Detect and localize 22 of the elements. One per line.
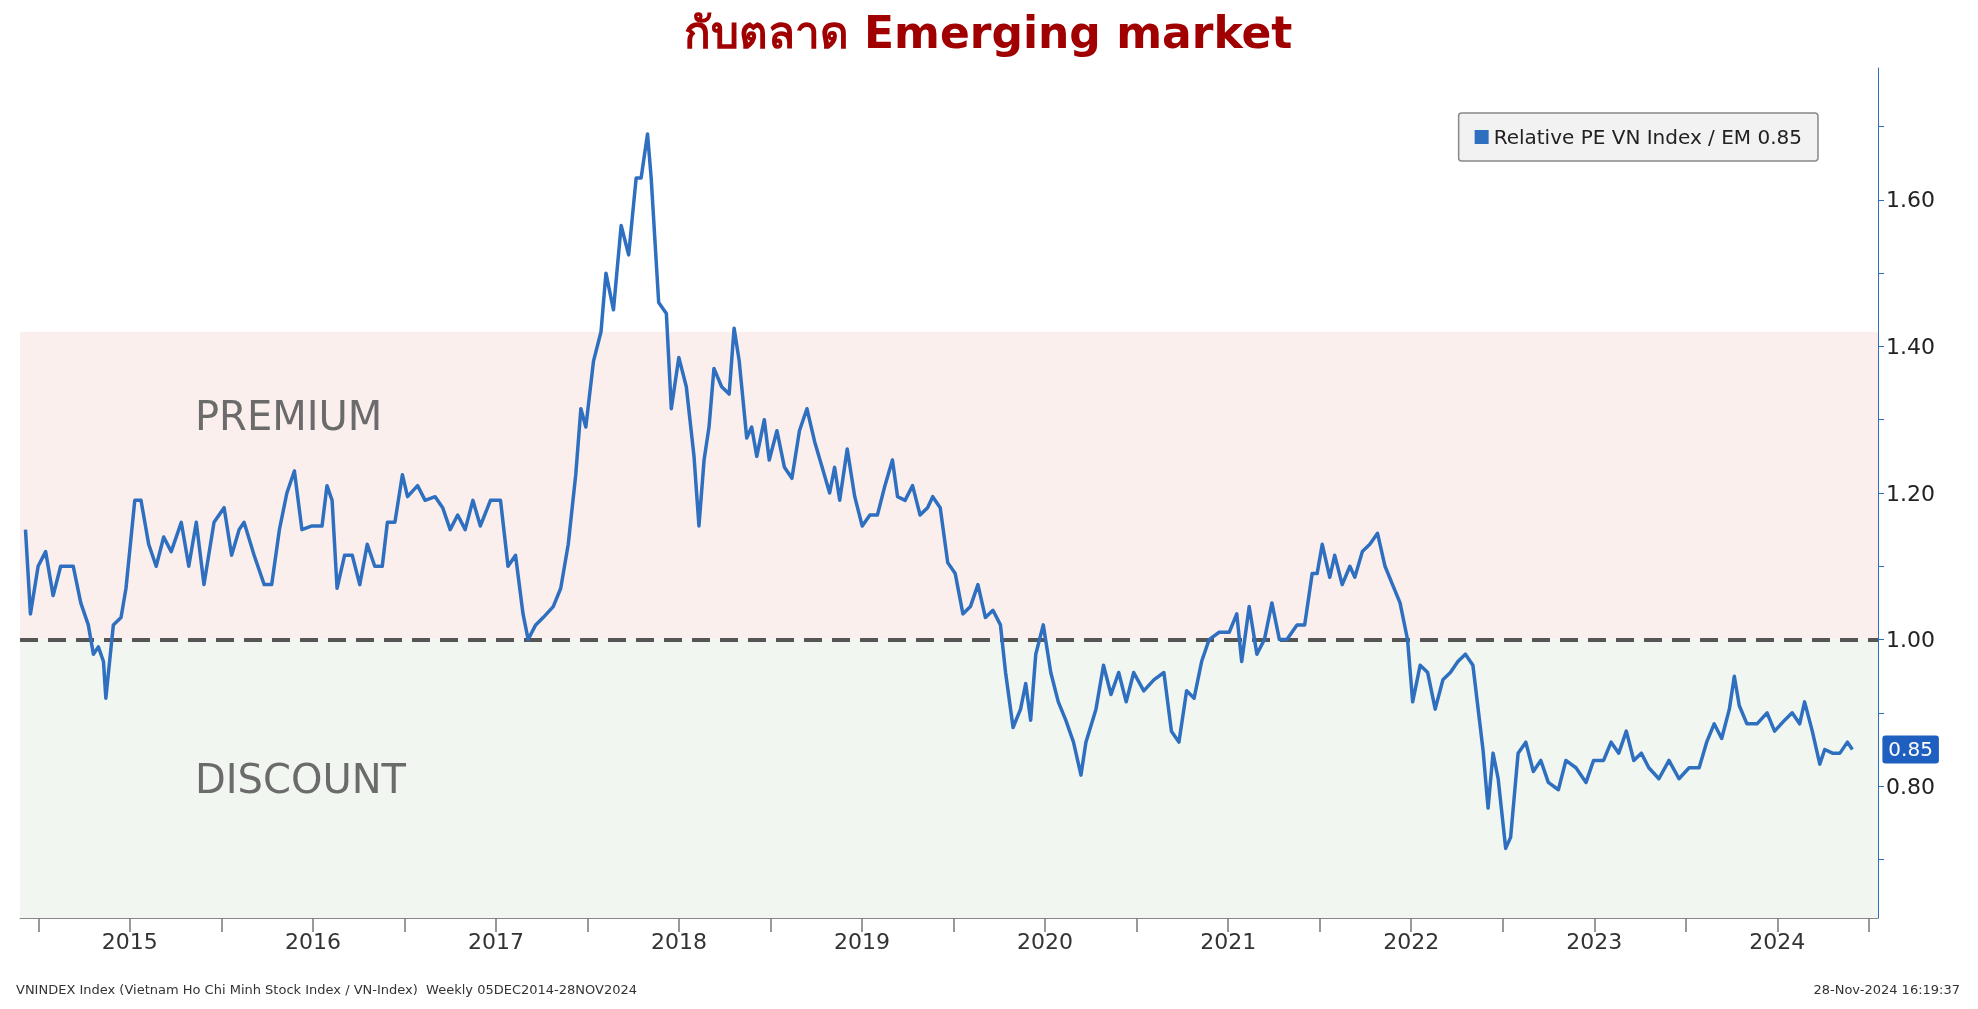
x-tick-label: 2019 — [834, 928, 891, 954]
y-tick-label: 1.00 — [1886, 627, 1935, 653]
text: VNINDEX Index (Vietnam Ho Chi Minh Stock Index / VN-Index) Weekly 05DEC2014-28NOV2024 — [16, 982, 638, 997]
x-tick-label: 2020 — [1017, 928, 1074, 954]
x-tick-label: 2016 — [284, 928, 341, 954]
x-tick-label: 2023 — [1566, 928, 1623, 954]
y-tick-label: 0.80 — [1886, 773, 1935, 799]
annotation: 0.85 — [1888, 737, 1933, 762]
y-tick-label: 1.60 — [1886, 187, 1935, 213]
x-tick-label: 2021 — [1200, 928, 1257, 954]
x-tick-label: 2018 — [651, 928, 707, 954]
y-tick-label: 1.40 — [1886, 333, 1935, 359]
x-tick-label: 2015 — [101, 928, 158, 954]
chart-title: กับตลาด Emerging market — [683, 6, 1293, 58]
band-label: PREMIUM — [195, 392, 383, 439]
text: 28-Nov-2024 16:19:37 — [1813, 982, 1961, 997]
band-label: DISCOUNT — [195, 755, 407, 802]
x-tick-label: 2024 — [1749, 928, 1806, 954]
x-tick-label: 2022 — [1383, 928, 1440, 954]
y-tick-label: 1.20 — [1886, 480, 1935, 506]
legend-label: Relative PE VN Index / EM 0.85 — [1493, 125, 1802, 149]
x-tick-label: 2017 — [467, 928, 524, 954]
